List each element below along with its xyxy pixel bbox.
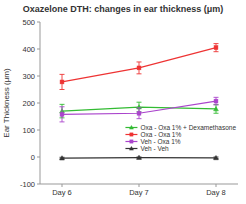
point [137,66,141,70]
point [60,112,64,116]
legend-marker [130,140,133,143]
y-tick-label: -100 [20,180,35,189]
y-tick-label: 500 [22,18,35,27]
error-bar-cap [214,113,219,114]
error-bar-cap [60,106,65,107]
legend-label: Oxa - Oxa 1% + Dexamethasone [140,124,236,131]
legend-label: Veh - Oxa 1% [140,138,180,145]
error-bar-cap [137,107,142,108]
error-bar [60,74,65,89]
point [60,156,65,160]
error-bar-cap [60,74,65,75]
y-tick-label: 200 [22,99,35,108]
error-bar-cap [137,102,142,103]
y-axis-label: Ear Thickness (μm) [2,68,11,138]
point [137,111,141,115]
error-bar-cap [60,89,65,90]
error-bar [214,105,219,114]
title: Oxazelone DTH: changes in ear thickness … [23,4,224,14]
point [137,155,142,159]
error-bar-cap [137,118,142,119]
x-tick [139,184,140,187]
x-tick [216,184,217,187]
x-tick-label: Day 6 [52,188,72,197]
legend-marker [129,147,133,151]
error-bar [214,97,219,105]
point [60,80,64,84]
y-tick-label: 100 [22,126,35,135]
plot-area [60,44,219,160]
error-bar-cap [214,104,219,105]
error-bar-cap [137,61,142,62]
error-bar-cap [60,104,65,105]
series-line [62,48,216,82]
point [214,155,219,159]
point [214,107,219,111]
error-bar [137,108,142,119]
y-tick-label: 400 [22,45,35,54]
error-bar [137,62,142,74]
x-tick-label: Day 7 [129,188,149,197]
error-bar [60,107,65,122]
series-line [62,101,216,114]
legend: Oxa - Oxa 1% + DexamethasoneOxa - Oxa 1%… [125,124,236,152]
x-tick [62,184,63,187]
legend-marker [130,133,133,136]
point [214,99,218,103]
y-tick-label: 300 [22,72,35,81]
legend-marker [129,126,133,130]
error-bar-cap [214,97,219,98]
y-axis [40,22,41,184]
x-tick-label: Day 8 [206,188,226,197]
error-bar-cap [214,51,219,52]
error-bar-cap [137,73,142,74]
error-bar [214,44,219,52]
point [214,46,218,50]
legend-label: Veh - Veh [140,145,169,152]
legend-label: Oxa - Oxa 1% [140,131,181,138]
error-bar-cap [60,121,65,122]
y-tick-label: 0 [31,153,35,162]
error-bar-cap [214,43,219,44]
